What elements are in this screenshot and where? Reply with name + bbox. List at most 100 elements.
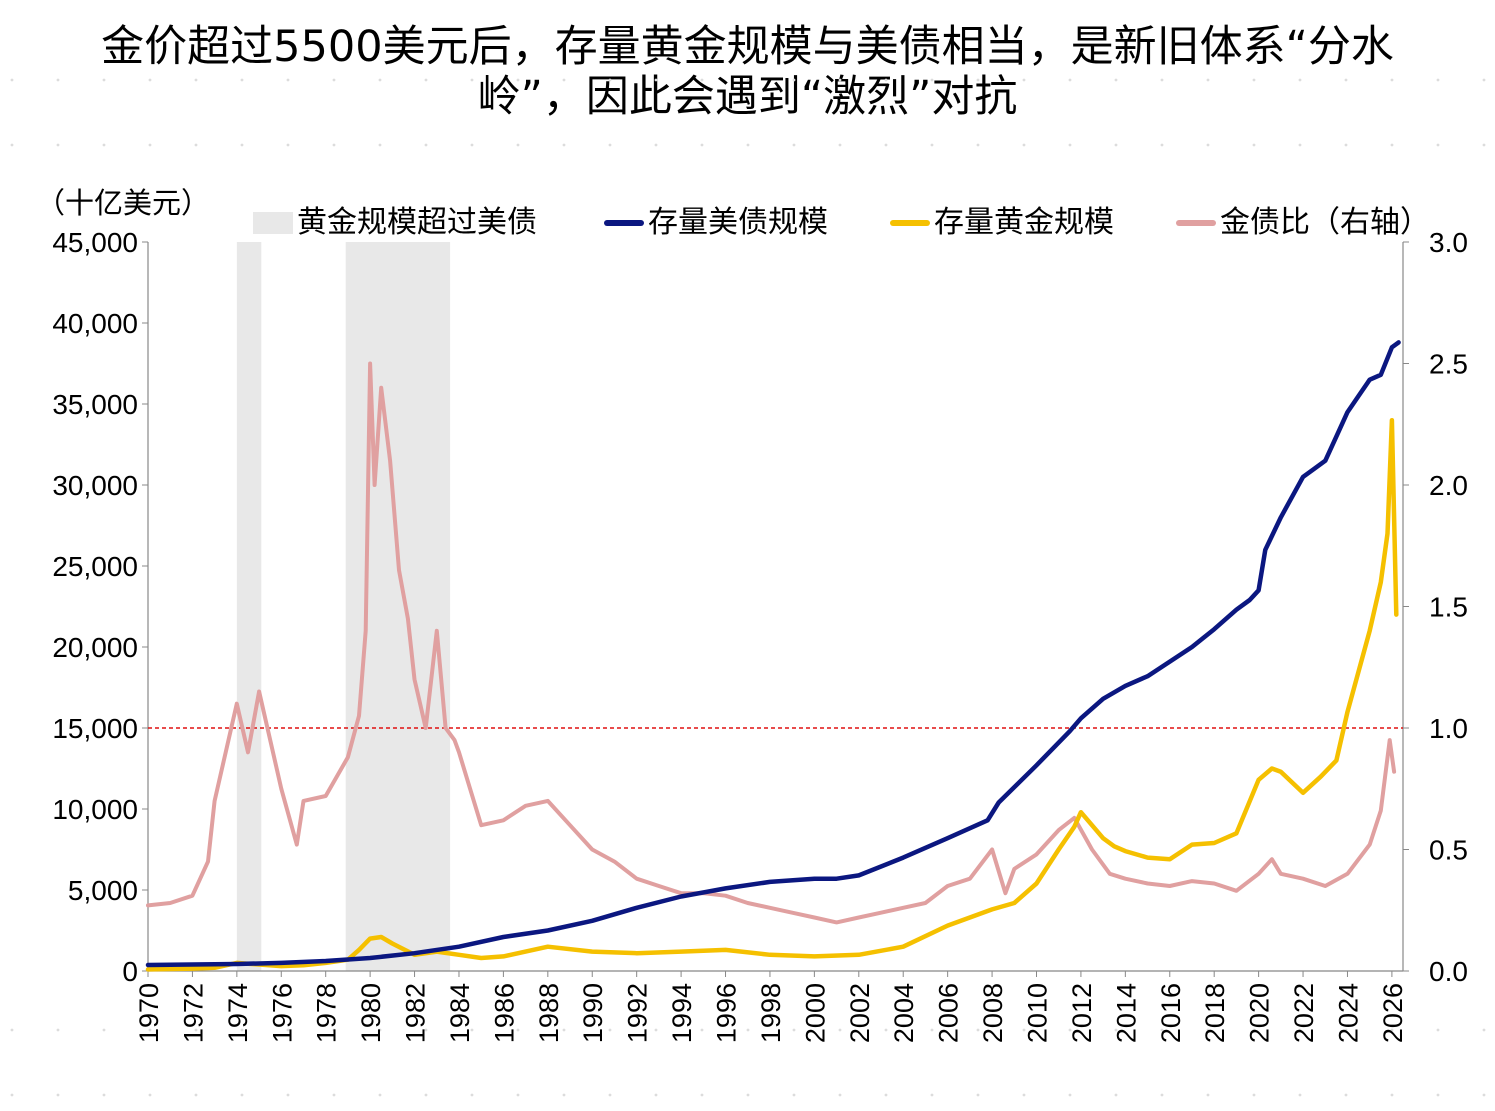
legend-swatch-shaded <box>253 212 293 234</box>
series-line-ratio <box>146 361 1397 925</box>
background-dot <box>562 143 566 147</box>
background-dot <box>194 1093 198 1097</box>
background-dot <box>654 1093 658 1097</box>
background-dot <box>976 1093 980 1097</box>
x-tick-label: 1972 <box>178 983 208 1043</box>
x-tick-label: 1998 <box>756 983 786 1043</box>
x-tick-label: 1982 <box>401 983 431 1043</box>
background-dot <box>194 143 198 147</box>
background-dot <box>1252 143 1256 147</box>
x-tick-label: 1986 <box>489 983 519 1043</box>
x-tick-label: 1976 <box>267 983 297 1043</box>
legend-item-gold: 存量黄金规模 <box>890 203 1114 243</box>
background-dot <box>1436 1093 1440 1097</box>
x-tick-label: 2016 <box>1156 983 1186 1043</box>
background-dot <box>1436 143 1440 147</box>
background-dot <box>792 1093 796 1097</box>
background-dot <box>286 1028 290 1032</box>
background-dot <box>194 78 198 82</box>
x-tick-label: 1994 <box>667 983 697 1043</box>
background-dot <box>1344 78 1348 82</box>
background-dot <box>838 143 842 147</box>
y-tick-label-right: 0.0 <box>1429 956 1468 987</box>
background-dot <box>930 1093 934 1097</box>
background-dot <box>424 1093 428 1097</box>
background-dot <box>1298 78 1302 82</box>
background-dot <box>1482 143 1486 147</box>
legend-label-ratio: 金债比（右轴） <box>1220 205 1430 240</box>
background-dot <box>1252 1028 1256 1032</box>
background-dot <box>332 78 336 82</box>
background-dot <box>1344 1028 1348 1032</box>
background-dot <box>148 78 152 82</box>
y-tick-label-right: 2.5 <box>1429 349 1468 380</box>
x-tick-label: 2008 <box>978 983 1008 1043</box>
shaded-period-0 <box>236 242 262 971</box>
background-dot <box>1022 1093 1026 1097</box>
x-tick-label: 1990 <box>578 983 608 1043</box>
background-dot <box>746 1028 750 1032</box>
background-dot <box>1390 78 1394 82</box>
background-dot <box>1022 78 1026 82</box>
y-tick-label-left: 40,000 <box>52 308 138 339</box>
background-dot <box>654 1028 658 1032</box>
background-dot <box>792 78 796 82</box>
background-dot <box>1022 143 1026 147</box>
x-tick-label: 2002 <box>845 983 875 1043</box>
background-dot <box>792 143 796 147</box>
background-dot <box>1390 143 1394 147</box>
background-dot <box>470 78 474 82</box>
background-dot <box>1298 1028 1302 1032</box>
x-tick-label: 1978 <box>312 983 342 1043</box>
y-tick-label-left: 5,000 <box>68 875 138 906</box>
x-tick-label: 2010 <box>1022 983 1052 1043</box>
y-tick-label-left: 45,000 <box>52 227 138 258</box>
y-tick-label-left: 10,000 <box>52 794 138 825</box>
background-dot <box>700 143 704 147</box>
background-dot <box>286 143 290 147</box>
x-tick-label: 2020 <box>1245 983 1275 1043</box>
y-tick-label-right: 2.0 <box>1429 470 1468 501</box>
background-dot <box>56 1093 60 1097</box>
background-dot <box>700 1093 704 1097</box>
y-tick-label-right: 1.0 <box>1429 713 1468 744</box>
legend: 黄金规模超过美债 存量美债规模 存量黄金规模 金债比（右轴） <box>0 203 1495 247</box>
legend-label-shaded: 黄金规模超过美债 <box>297 205 537 240</box>
background-dot <box>1068 1093 1072 1097</box>
background-dot <box>240 143 244 147</box>
background-dot <box>378 1028 382 1032</box>
background-dot <box>930 1028 934 1032</box>
x-tick-label: 2024 <box>1333 983 1363 1043</box>
y-tick-label-right: 0.5 <box>1429 835 1468 866</box>
background-dot <box>1436 78 1440 82</box>
background-dot <box>332 1028 336 1032</box>
y-tick-label-right: 1.5 <box>1429 592 1468 623</box>
legend-item-treasury: 存量美债规模 <box>604 203 828 243</box>
background-dot <box>700 1028 704 1032</box>
y-tick-label-left: 0 <box>122 956 138 987</box>
x-tick-label: 1988 <box>534 983 564 1043</box>
background-dot <box>10 78 14 82</box>
background-dot <box>1160 143 1164 147</box>
background-dot <box>976 78 980 82</box>
background-dot <box>838 78 842 82</box>
x-tick-label: 2022 <box>1289 983 1319 1043</box>
background-dot <box>884 143 888 147</box>
background-dot <box>1206 1093 1210 1097</box>
background-dot <box>1022 1028 1026 1032</box>
background-dot <box>1252 1093 1256 1097</box>
background-dot <box>1482 78 1486 82</box>
background-dot <box>240 78 244 82</box>
background-dot <box>1206 143 1210 147</box>
legend-label-treasury: 存量美债规模 <box>648 205 828 240</box>
background-dot <box>792 1028 796 1032</box>
background-dot <box>286 1093 290 1097</box>
x-tick-label: 2026 <box>1378 983 1408 1043</box>
background-dot <box>1482 1028 1486 1032</box>
background-dot <box>746 143 750 147</box>
x-tick-label: 1992 <box>623 983 653 1043</box>
background-dot <box>56 143 60 147</box>
background-dot <box>1390 1028 1394 1032</box>
background-dot <box>470 143 474 147</box>
y-tick-label-left: 25,000 <box>52 551 138 582</box>
